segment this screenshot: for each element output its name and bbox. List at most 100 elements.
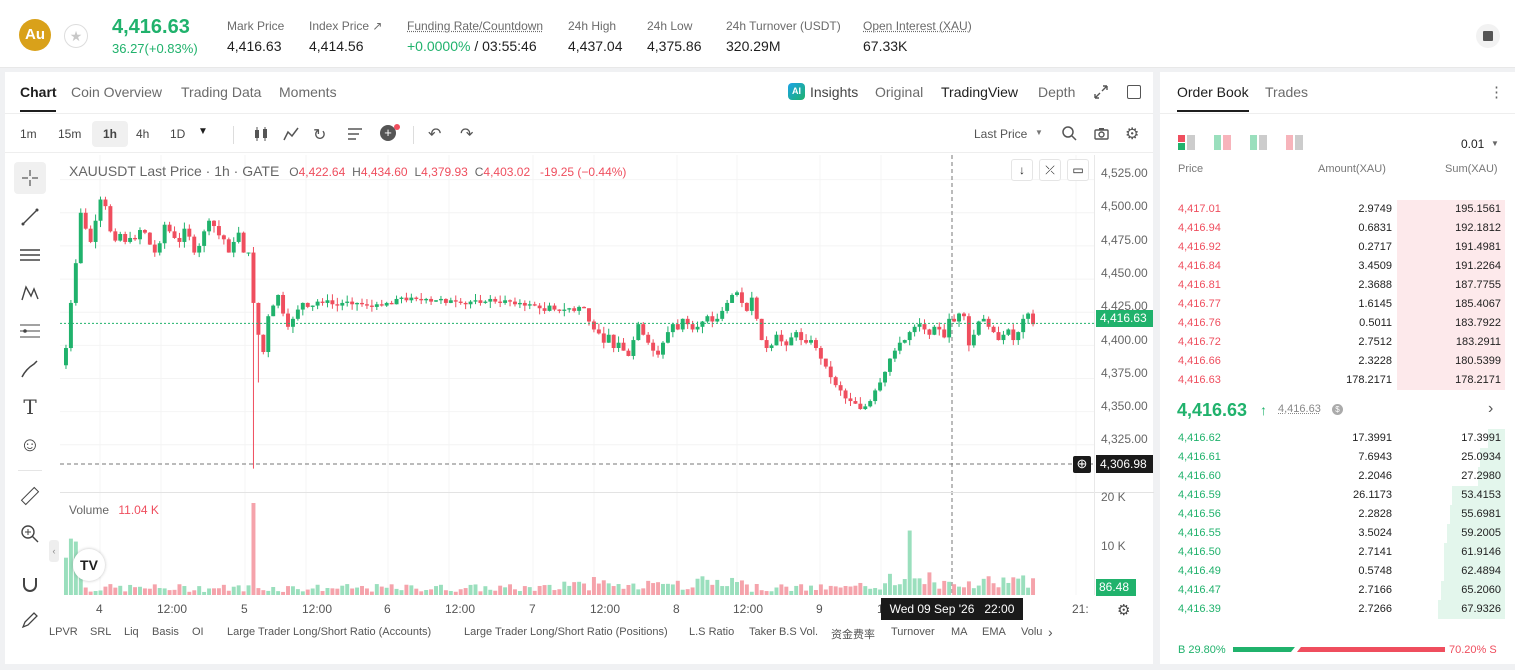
- fib-tool-icon[interactable]: [14, 315, 46, 347]
- emoji-tool-icon[interactable]: ☺: [19, 433, 41, 456]
- candle-type-icon[interactable]: [253, 126, 269, 147]
- tab-trading-data[interactable]: Trading Data: [181, 84, 262, 100]
- chart-settings-icon[interactable]: ⚙: [1117, 602, 1131, 619]
- interval-1d[interactable]: 1D: [170, 127, 186, 141]
- indicator-item[interactable]: MA: [951, 626, 968, 638]
- depth-view-button[interactable]: Depth: [1038, 84, 1076, 100]
- expand-icon[interactable]: [1094, 85, 1108, 99]
- fullscreen-icon[interactable]: [1127, 85, 1141, 99]
- template-icon[interactable]: [347, 126, 363, 147]
- trend-line-tool-icon[interactable]: [14, 201, 46, 233]
- ask-row[interactable]: 4,416.66 2.3228 180.5399: [1170, 352, 1505, 371]
- ruler-tool-icon[interactable]: [14, 480, 46, 512]
- tab-trades[interactable]: Trades: [1265, 84, 1309, 100]
- chevron-right-icon[interactable]: ›: [1488, 400, 1494, 417]
- collapse-chart-icon[interactable]: ⤫: [1039, 159, 1061, 181]
- book-view-both-icon[interactable]: [1178, 135, 1195, 150]
- indicator-item[interactable]: LPVR: [49, 626, 78, 638]
- indicator-item[interactable]: EMA: [982, 626, 1006, 638]
- tradingview-view-button[interactable]: TradingView: [941, 84, 1019, 100]
- settings-gear-icon[interactable]: ⚙: [1125, 126, 1140, 143]
- legend-h-label: H: [352, 165, 361, 179]
- bid-row[interactable]: 4,416.39 2.7266 67.9326: [1170, 600, 1505, 619]
- indicator-item[interactable]: OI: [192, 626, 204, 638]
- bid-row[interactable]: 4,416.47 2.7166 65.2060: [1170, 581, 1505, 600]
- undo-icon[interactable]: ↶: [428, 126, 442, 143]
- maximize-pane-icon[interactable]: ▭: [1067, 159, 1089, 181]
- chevron-right-icon[interactable]: ›: [1048, 624, 1053, 640]
- search-icon[interactable]: [1062, 126, 1077, 146]
- indicator-item[interactable]: Basis: [152, 626, 179, 638]
- interval-1h[interactable]: 1h: [92, 121, 128, 147]
- precision-select[interactable]: 0.01: [1461, 137, 1485, 151]
- ask-row[interactable]: 4,416.84 3.4509 191.2264: [1170, 257, 1505, 276]
- stat-index-price[interactable]: Index Price ↗ 4,414.56: [309, 19, 382, 54]
- bid-row[interactable]: 4,416.62 17.3991 17.3991: [1170, 429, 1505, 448]
- candlestick-chart[interactable]: [60, 155, 1095, 595]
- chevron-down-icon[interactable]: ▼: [1035, 128, 1043, 137]
- favorite-star-icon[interactable]: ★: [64, 24, 88, 48]
- bid-row[interactable]: 4,416.59 26.1173 53.4153: [1170, 486, 1505, 505]
- ask-row[interactable]: 4,416.72 2.7512 183.2911: [1170, 333, 1505, 352]
- ask-row[interactable]: 4,416.81 2.3688 187.7755: [1170, 276, 1505, 295]
- indicator-item[interactable]: Volu: [1021, 626, 1043, 638]
- scroll-down-icon[interactable]: ↓: [1011, 159, 1033, 181]
- chart-legend: XAUUSDT Last Price · 1h · GATE O4,422.64…: [69, 163, 626, 179]
- collapse-sidebar-icon[interactable]: ‹: [49, 540, 59, 562]
- horizontal-lines-tool-icon[interactable]: [14, 239, 46, 271]
- book-view-asks-icon[interactable]: [1286, 135, 1303, 150]
- bid-row[interactable]: 4,416.56 2.2828 55.6981: [1170, 505, 1505, 524]
- indicator-item[interactable]: SRL: [90, 626, 112, 638]
- crosshair-tool-icon[interactable]: [14, 162, 46, 194]
- magnet-tool-icon[interactable]: [14, 568, 46, 600]
- brush-tool-icon[interactable]: [14, 353, 46, 385]
- interval-15m[interactable]: 15m: [58, 127, 82, 141]
- bid-row[interactable]: 4,416.61 7.6943 25.0934: [1170, 448, 1505, 467]
- redo-icon[interactable]: ↷: [460, 126, 474, 143]
- add-order-plus-icon[interactable]: ⊕: [1073, 456, 1091, 473]
- mark-price-info-icon[interactable]: $: [1332, 404, 1343, 415]
- bid-row[interactable]: 4,416.60 2.2046 27.2980: [1170, 467, 1505, 486]
- bid-row[interactable]: 4,416.49 0.5748 62.4894: [1170, 562, 1505, 581]
- camera-icon[interactable]: [1094, 126, 1109, 146]
- pane-divider[interactable]: [60, 492, 1154, 493]
- tradingview-logo-icon[interactable]: TV: [73, 549, 105, 581]
- ask-row[interactable]: 4,416.63 178.2171 178.2171: [1170, 371, 1505, 390]
- pattern-tool-icon[interactable]: [14, 277, 46, 309]
- ask-row[interactable]: 4,416.76 0.5011 183.7922: [1170, 314, 1505, 333]
- refresh-icon[interactable]: ↻: [313, 127, 327, 144]
- interval-4h[interactable]: 4h: [136, 127, 150, 141]
- book-view-split-icon[interactable]: [1214, 135, 1231, 150]
- indicators-icon[interactable]: [283, 126, 299, 147]
- pencil-lock-icon[interactable]: [14, 604, 46, 636]
- indicator-item[interactable]: Large Trader Long/Short Ratio (Accounts): [227, 626, 432, 638]
- price-type-select[interactable]: Last Price: [974, 127, 1028, 141]
- tab-order-book[interactable]: Order Book: [1177, 84, 1249, 100]
- indicator-item[interactable]: L.S Ratio: [689, 626, 735, 638]
- notes-icon[interactable]: [1476, 24, 1500, 48]
- interval-1m[interactable]: 1m: [20, 127, 37, 141]
- indicator-item[interactable]: Liq: [124, 626, 139, 638]
- insights-button[interactable]: Insights: [810, 84, 859, 100]
- interval-dropdown-icon[interactable]: ▼: [198, 126, 208, 137]
- ask-row[interactable]: 4,416.77 1.6145 185.4067: [1170, 295, 1505, 314]
- indicator-item[interactable]: Large Trader Long/Short Ratio (Positions…: [464, 626, 668, 638]
- original-view-button[interactable]: Original: [875, 84, 924, 100]
- tab-chart[interactable]: Chart: [20, 84, 57, 100]
- more-options-icon[interactable]: ⋮: [1489, 84, 1504, 101]
- zoom-in-tool-icon[interactable]: [14, 518, 46, 550]
- bid-row[interactable]: 4,416.50 2.7141 61.9146: [1170, 543, 1505, 562]
- tab-moments[interactable]: Moments: [279, 84, 337, 100]
- indicator-item[interactable]: Taker B.S Vol.: [749, 626, 819, 638]
- indicator-item[interactable]: 资金费率: [831, 629, 875, 641]
- ask-row[interactable]: 4,416.92 0.2717 191.4981: [1170, 238, 1505, 257]
- text-tool-icon[interactable]: T: [23, 395, 37, 419]
- ask-row[interactable]: 4,417.01 2.9749 195.1561: [1170, 200, 1505, 219]
- add-alert-icon[interactable]: +: [380, 125, 396, 141]
- indicator-item[interactable]: Turnover: [891, 626, 935, 638]
- book-view-bids-icon[interactable]: [1250, 135, 1267, 150]
- ask-row[interactable]: 4,416.94 0.6831 192.1812: [1170, 219, 1505, 238]
- bid-row[interactable]: 4,416.55 3.5024 59.2005: [1170, 524, 1505, 543]
- tab-coin-overview[interactable]: Coin Overview: [71, 84, 163, 100]
- chevron-down-icon[interactable]: ▼: [1491, 139, 1499, 148]
